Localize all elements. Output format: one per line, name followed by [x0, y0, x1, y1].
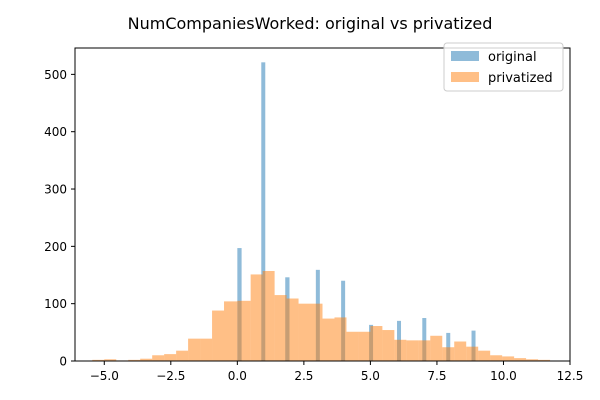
bar-privatized-33 [490, 355, 503, 361]
bar-original-18 [471, 330, 476, 361]
bar-privatized-5 [152, 355, 165, 361]
x-tick-label: 0.0 [228, 369, 247, 383]
bar-privatized-20 [334, 317, 347, 361]
bar-original-2 [261, 62, 266, 361]
bar-privatized-22 [358, 331, 371, 361]
x-tick-label: 5.0 [361, 369, 380, 383]
bar-privatized-23 [370, 326, 383, 361]
y-tick-label: 200 [44, 240, 67, 254]
y-tick-label: 400 [44, 125, 67, 139]
bar-privatized-0 [92, 359, 105, 361]
bar-privatized-26 [406, 340, 419, 361]
bar-original-14 [422, 318, 427, 361]
legend-label-privatized: privatized [488, 71, 553, 86]
bar-privatized-4 [140, 358, 153, 361]
bar-privatized-12 [237, 300, 251, 361]
bar-privatized-11 [224, 301, 238, 361]
x-tick-label: −5.0 [90, 369, 119, 383]
bar-privatized-13 [250, 274, 263, 361]
bar-privatized-28 [430, 335, 443, 361]
bar-privatized-16 [286, 298, 299, 361]
bars-layer [92, 62, 551, 361]
bar-privatized-36 [526, 359, 539, 361]
y-tick-label: 0 [59, 355, 67, 369]
bar-privatized-19 [322, 318, 335, 361]
bar-privatized-18 [310, 303, 323, 361]
x-tick-label: −2.5 [156, 369, 185, 383]
legend-swatch-privatized [451, 72, 479, 82]
bar-privatized-7 [176, 350, 189, 361]
x-tick-label: 10.0 [490, 369, 517, 383]
legend: original privatized [443, 42, 564, 92]
bar-privatized-1 [104, 359, 117, 361]
plot-frame [74, 47, 571, 362]
bar-privatized-30 [454, 341, 467, 361]
y-tick-label: 300 [44, 183, 67, 197]
bar-privatized-10 [212, 310, 225, 361]
x-tick-label: 12.5 [557, 369, 584, 383]
bar-privatized-32 [478, 350, 491, 361]
axes-layer: −5.0 −2.5 0.0 2.5 5.0 7.5 10.0 12.5 0 100 200 300 40… [44, 47, 584, 383]
bar-privatized-3 [128, 359, 141, 361]
y-tick-label: 500 [44, 68, 67, 82]
bar-privatized-29 [442, 347, 455, 361]
chart-title: NumCompaniesWorked: original vs privatiz… [128, 14, 493, 33]
bar-privatized-21 [346, 331, 359, 361]
bar-privatized-15 [274, 295, 287, 361]
bar-privatized-14 [262, 271, 275, 361]
bar-privatized-35 [514, 358, 527, 361]
legend-swatch-original [451, 51, 479, 61]
bar-privatized-27 [418, 340, 431, 361]
x-tick-label: 7.5 [427, 369, 446, 383]
bar-privatized-6 [164, 354, 177, 361]
bar-privatized-37 [538, 359, 551, 361]
bar-privatized-8 [188, 338, 201, 361]
bar-original-16 [446, 332, 451, 361]
bar-privatized-9 [200, 338, 213, 361]
bar-privatized-17 [298, 303, 311, 361]
bar-privatized-31 [466, 346, 479, 361]
legend-label-original: original [488, 50, 537, 65]
series-privatized [92, 271, 551, 361]
y-tick-label: 100 [44, 297, 67, 311]
bar-privatized-34 [502, 356, 515, 361]
x-tick-label: 2.5 [294, 369, 313, 383]
bar-privatized-24 [382, 330, 395, 361]
bar-privatized-25 [394, 339, 407, 361]
